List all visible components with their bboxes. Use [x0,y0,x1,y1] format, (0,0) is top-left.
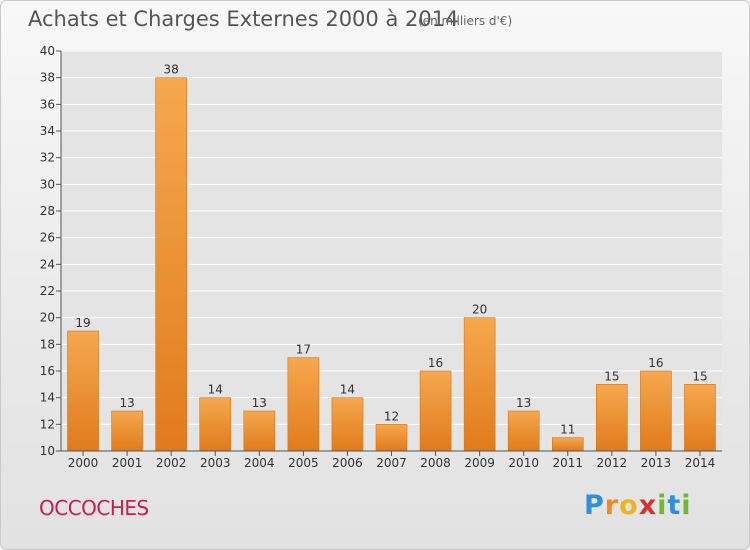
bar [155,77,187,452]
y-tick-label: 26 [40,231,55,245]
y-tick-label: 16 [40,364,55,378]
logo-letter: P [584,490,605,521]
labels: 10 12 14 16 18 20 22 24 26 28 30 32 34 36 38 40 2000 19 20… [40,44,716,470]
bar [67,330,99,452]
bar [243,410,276,452]
data-label: 38 [164,63,179,77]
data-label: 14 [340,383,355,397]
logo-letter: i [657,490,668,521]
y-tick-label: 24 [40,257,55,271]
data-label: 13 [516,396,531,410]
data-label: 16 [428,356,443,370]
x-tick-label: 2013 [641,456,672,470]
y-tick-label: 12 [40,417,55,431]
data-label: 16 [648,356,663,370]
bar [199,397,232,452]
y-tick-label: 22 [40,284,55,298]
y-tick-label: 28 [40,204,55,218]
x-tick-label: 2012 [597,456,628,470]
bar [640,370,672,452]
axes [56,50,722,456]
data-label: 20 [472,303,487,317]
y-tick-label: 18 [40,337,55,351]
logo-letter: i [681,490,692,521]
data-label: 12 [384,409,399,423]
y-tick-label: 14 [40,391,55,405]
chart-title: Achats et Charges Externes 2000 à 2014 [28,7,459,31]
x-tick-label: 2000 [68,456,99,470]
y-tick-label: 30 [40,177,55,191]
y-tick-label: 36 [40,97,55,111]
chart-unit: (en milliers d'€) [418,14,513,28]
logo-letter: o [619,490,639,521]
data-label: 13 [252,396,267,410]
data-label: 11 [560,423,575,437]
y-tick-label: 32 [40,151,55,165]
y-tick-label: 20 [40,311,55,325]
x-tick-label: 2010 [508,456,539,470]
x-tick-label: 2006 [332,456,363,470]
data-label: 15 [604,369,619,383]
y-tick-label: 40 [40,44,55,58]
logo-letter: t [667,490,682,521]
bar [287,357,320,452]
bar [551,437,584,452]
bars [67,77,716,452]
bar [111,410,143,452]
data-label: 19 [75,316,90,330]
bar [684,384,716,452]
y-tick-label: 10 [40,444,55,458]
data-label: 15 [692,369,707,383]
y-tick-label: 38 [40,71,55,85]
logo-letter: x [638,490,658,521]
x-tick-label: 2004 [244,456,275,470]
town-name: OCCOCHES [39,496,149,520]
bar [419,370,452,452]
bar [596,384,628,452]
x-tick-label: 2014 [685,456,716,470]
x-tick-label: 2001 [112,456,143,470]
x-tick-label: 2007 [376,456,407,470]
proxiti-logo: Proxiti [584,490,692,521]
data-label: 13 [119,396,134,410]
x-tick-label: 2005 [288,456,319,470]
bar [463,317,496,452]
x-tick-label: 2003 [200,456,231,470]
y-tick-label: 34 [40,124,55,138]
x-tick-label: 2009 [464,456,495,470]
data-label: 17 [296,343,311,357]
data-label: 14 [208,383,223,397]
logo-letter: r [604,490,620,521]
bar [507,410,540,452]
bar [331,397,364,452]
x-tick-label: 2008 [420,456,451,470]
x-tick-label: 2002 [156,456,187,470]
x-tick-label: 2011 [552,456,583,470]
bar [375,424,408,452]
